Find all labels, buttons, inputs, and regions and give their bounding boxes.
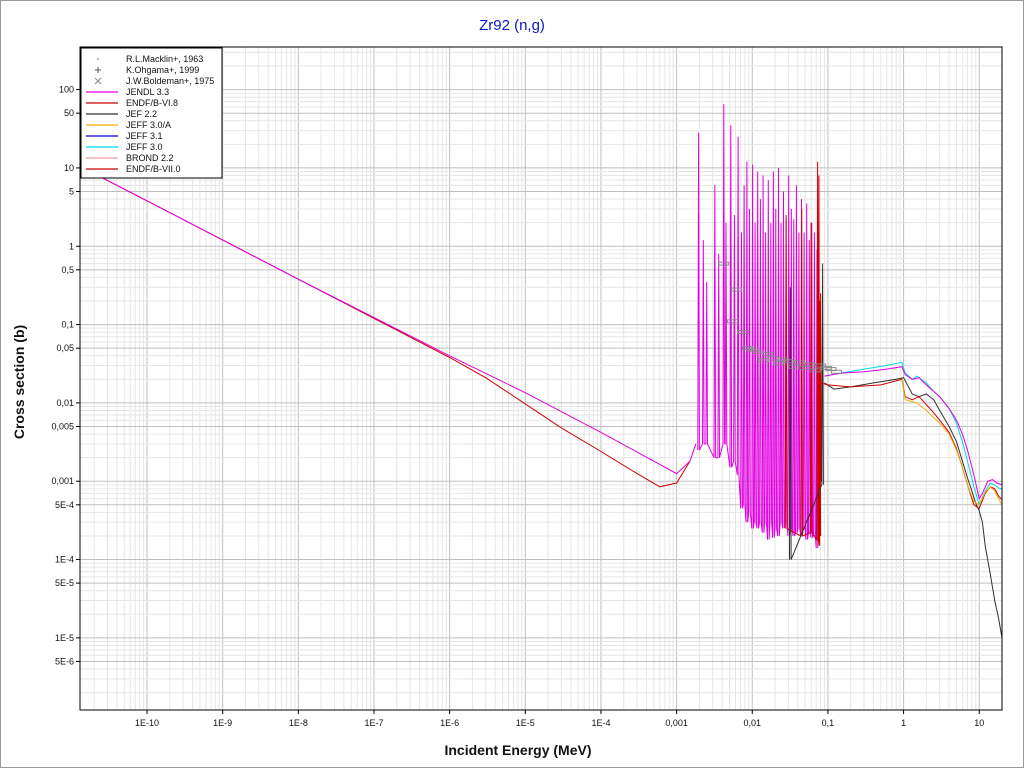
- series-resonance: [789, 263, 824, 560]
- x-tick-label: 10: [974, 718, 984, 728]
- data-marker: [718, 261, 730, 266]
- y-tick-label: 5: [69, 187, 74, 197]
- y-tick-label: 0,5: [61, 265, 74, 275]
- x-tick-label: 0,1: [822, 718, 835, 728]
- y-tick-label: 100: [59, 85, 74, 95]
- legend-label: R.L.Macklin+, 1963: [126, 54, 203, 64]
- data-marker: [782, 359, 794, 364]
- series-line: [79, 165, 697, 475]
- y-tick-label: 1E-5: [55, 633, 74, 643]
- y-tick-label: 0,1: [61, 320, 74, 330]
- legend-label: JEFF 3.0/A: [126, 120, 171, 130]
- y-tick-label: 10: [64, 163, 74, 173]
- y-tick-label: 50: [64, 108, 74, 118]
- legend-label: ENDF/B-VI.8: [126, 98, 178, 108]
- data-marker: [737, 330, 749, 335]
- x-tick-label: 0,01: [743, 718, 761, 728]
- legend-label: ENDF/B-VII.0: [126, 164, 181, 174]
- x-tick-label: 0,001: [665, 718, 688, 728]
- y-axis: 100 50 10 5 1 0,5 0,1 0,05 0,01 0,005 0,001 5E-4 1E-…: [51, 85, 80, 666]
- legend-box: [80, 47, 223, 179]
- x-tick-label: 1E-9: [213, 718, 232, 728]
- x-tick-label: 1E-8: [289, 718, 308, 728]
- x-tick-label: 1E-10: [135, 718, 159, 728]
- data-marker: [752, 349, 764, 354]
- x-tick-label: 1E-4: [591, 718, 610, 728]
- y-tick-label: 1: [69, 241, 74, 251]
- data-marker: [809, 368, 821, 373]
- plot-frame: [79, 46, 1003, 711]
- x-tick-label: 1: [901, 718, 906, 728]
- y-tick-label: 5E-4: [55, 500, 74, 510]
- x-tick-label: 1E-6: [440, 718, 459, 728]
- y-tick-label: 0,01: [56, 398, 74, 408]
- legend-label: JENDL 3.3: [126, 87, 169, 97]
- data-marker: [831, 369, 843, 374]
- chart-title: Zr92 (n,g): [479, 17, 545, 34]
- series-resonance: [784, 161, 822, 546]
- legend-label: BROND 2.2: [126, 153, 174, 163]
- legend-label: JEFF 3.0: [126, 142, 163, 152]
- series-line: [824, 377, 1003, 638]
- plot-markers: [718, 261, 843, 374]
- data-marker: [793, 360, 805, 365]
- series-line: [901, 379, 1003, 506]
- legend-marker-cross: [94, 77, 102, 85]
- y-axis-label: Cross section (b): [11, 325, 27, 439]
- y-tick-label: 0,05: [56, 343, 74, 353]
- y-tick-label: 1E-4: [55, 555, 74, 565]
- y-tick-label: 5E-5: [55, 578, 74, 588]
- y-tick-label: 0,005: [51, 421, 74, 431]
- data-marker: [746, 347, 758, 352]
- legend-marker-dot: [97, 58, 99, 60]
- legend-label: JEFF 3.1: [126, 131, 163, 141]
- x-tick-label: 1E-5: [516, 718, 535, 728]
- legend-marker-plus: [95, 67, 101, 73]
- y-tick-label: 0,001: [51, 476, 74, 486]
- series-line: [824, 366, 1003, 500]
- data-marker: [731, 287, 743, 292]
- data-marker: [804, 362, 816, 367]
- data-marker: [727, 319, 739, 324]
- data-marker: [762, 352, 774, 357]
- plot-series: [79, 104, 1003, 638]
- legend-label: J.W.Boldeman+, 1975: [126, 76, 214, 86]
- legend-label: K.Ohgama+, 1999: [126, 65, 199, 75]
- data-marker: [787, 364, 799, 369]
- x-axis: 1E-10 1E-9 1E-8 1E-7 1E-6 1E-5 1E-4 0,001 0,01 0,…: [135, 710, 984, 728]
- y-tick-label: 5E-6: [55, 656, 74, 666]
- x-axis-label: Incident Energy (MeV): [444, 742, 591, 758]
- data-marker: [815, 363, 827, 368]
- legend-label: JEF 2.2: [126, 109, 157, 119]
- x-tick-label: 1E-7: [364, 718, 383, 728]
- data-marker: [772, 361, 784, 366]
